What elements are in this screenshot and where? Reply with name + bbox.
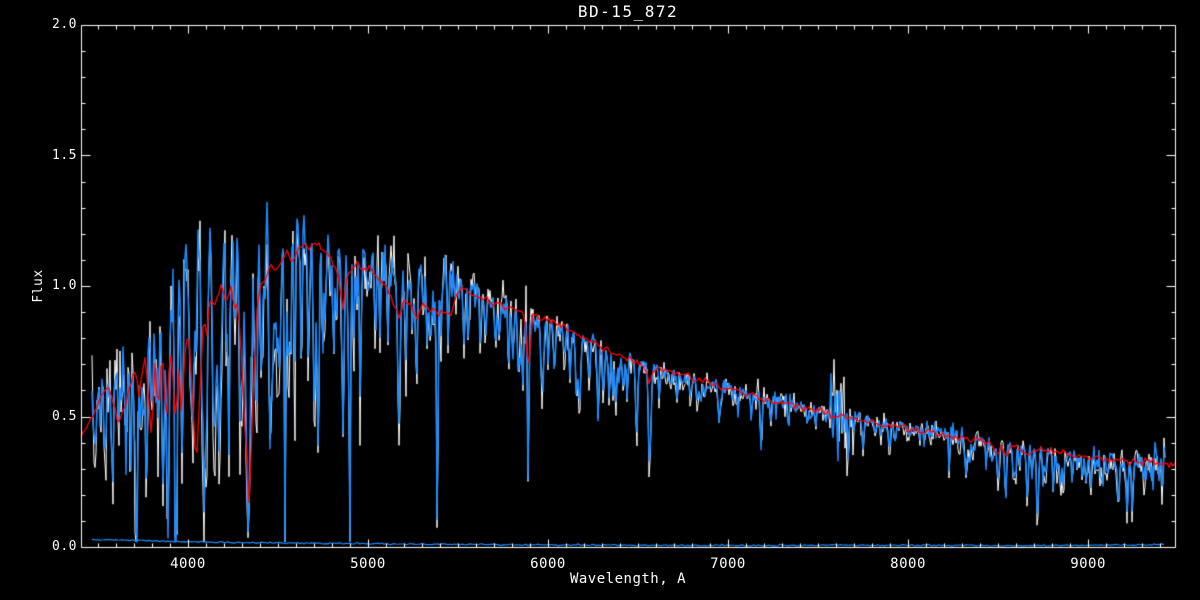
x-tick-label: 5000 — [350, 556, 386, 572]
x-axis-label: Wavelength, A — [569, 571, 687, 587]
plot-title: BD-15_872 — [577, 2, 679, 21]
x-tick-label: 4000 — [170, 556, 206, 572]
y-tick-label: 1.5 — [52, 147, 77, 163]
x-tick-label: 8000 — [890, 556, 926, 572]
y-tick-label: 2.0 — [52, 17, 77, 32]
x-tick-label: 9000 — [1070, 556, 1106, 572]
x-tick-label: 7000 — [710, 556, 746, 572]
y-tick-label: 0.0 — [52, 539, 77, 554]
y-tick-label: 1.0 — [52, 278, 77, 293]
y-tick-label: 0.5 — [52, 408, 77, 424]
x-tick-label: 6000 — [530, 556, 566, 572]
